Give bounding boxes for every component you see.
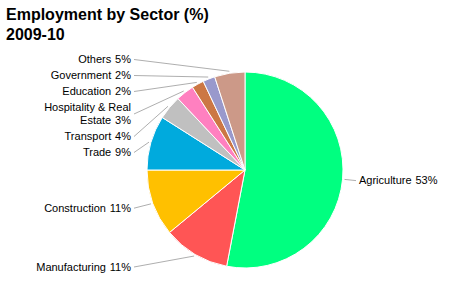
value-label: 3% [115,114,131,126]
leader-line [134,204,151,208]
labels: Agriculture53%Manufacturing11%Constructi… [36,53,437,273]
leader-line [134,106,168,136]
category-label: Government [51,69,112,81]
category-label: Transport [65,130,112,142]
value-label: 9% [115,146,131,158]
leader-line [134,82,197,91]
leader-line [134,91,184,114]
leader-line [345,179,356,180]
slice [147,170,245,232]
category-label: Education [62,85,111,97]
category-label: Agriculture [359,174,412,186]
title: Employment by Sector (%) [6,6,209,23]
data-label: Others5% [78,53,131,65]
data-label: Agriculture53% [359,174,438,186]
data-label: Education 2% [62,85,131,97]
data-label: Construction 11% [44,202,131,214]
data-label: Trade 9% [83,146,131,158]
category-label: Construction [44,202,106,214]
data-label: Transport4% [65,130,132,142]
value-label: 11% [110,261,131,273]
leader-line [134,60,229,72]
value-label: 4% [115,130,131,142]
value-label: 2% [115,69,131,81]
leader-line [134,142,149,152]
category-label: Trade [83,146,111,158]
data-label: Hospitality & RealEstate 3% [44,101,131,126]
leader-line [134,256,194,267]
value-label: 5% [115,53,131,65]
chart: Employment by Sector (%) 2009-10 Agricultu… [0,0,474,295]
category-label: Manufacturing [36,261,106,273]
slice [215,72,245,170]
subtitle: 2009-10 [6,26,65,43]
data-label: Manufacturing 11% [36,261,131,273]
value-label: 11% [110,202,131,214]
value-label: 53% [415,174,437,186]
value-label: 2% [115,85,131,97]
category-label: Estate [80,114,111,126]
leader-line [134,76,208,78]
category-label: Others [78,53,112,65]
category-label: Hospitality & Real [44,101,131,113]
pie [147,72,343,268]
data-label: Government2% [51,69,131,81]
